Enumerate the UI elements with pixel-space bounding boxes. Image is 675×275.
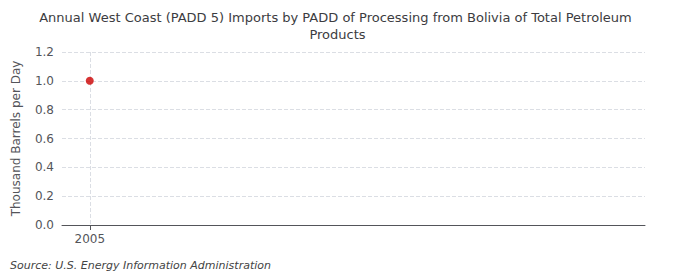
svg-text:0.2: 0.2 — [35, 189, 54, 203]
svg-text:0.4: 0.4 — [35, 160, 54, 174]
svg-text:1.0: 1.0 — [35, 74, 54, 88]
svg-text:2005: 2005 — [74, 232, 105, 246]
svg-text:0.6: 0.6 — [35, 132, 54, 146]
svg-text:Thousand Barrels per Day: Thousand Barrels per Day — [9, 61, 23, 218]
svg-text:Annual West Coast (PADD 5) Imp: Annual West Coast (PADD 5) Imports by PA… — [39, 10, 636, 25]
svg-text:1.2: 1.2 — [35, 45, 54, 59]
svg-text:Products: Products — [309, 27, 365, 42]
svg-text:Source: U.S. Energy Informatio: Source: U.S. Energy Information Administ… — [10, 259, 271, 272]
svg-text:0.8: 0.8 — [35, 103, 54, 117]
svg-text:0.0: 0.0 — [35, 218, 54, 232]
